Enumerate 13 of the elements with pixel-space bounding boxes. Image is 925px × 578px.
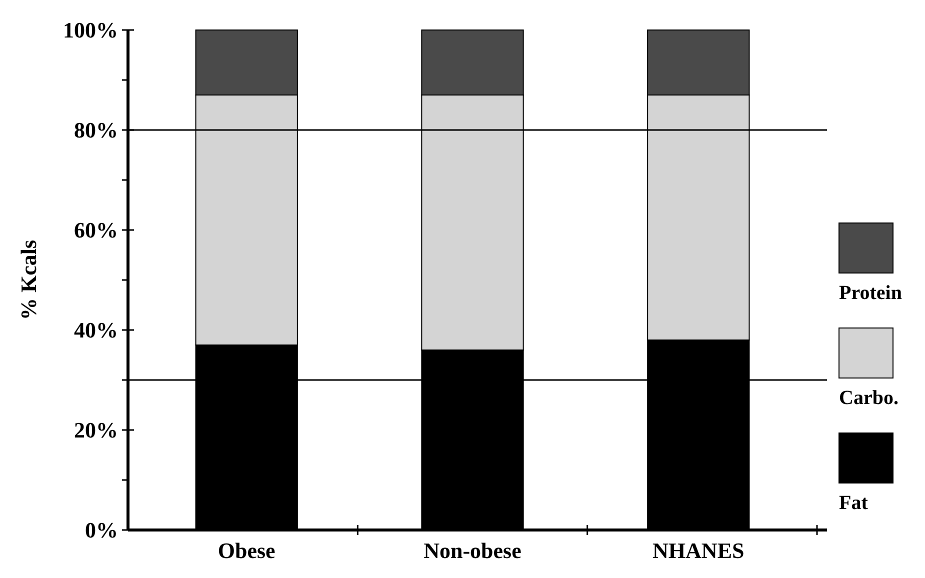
y-tick-label: 20%	[74, 418, 118, 443]
y-tick-label: 100%	[63, 18, 118, 43]
y-axis-title: % Kcals	[16, 240, 41, 320]
text: Fat	[839, 492, 868, 514]
y-tick-label: 60%	[74, 218, 118, 243]
x-tick-label: Obese	[218, 538, 276, 563]
y-tick-label: 40%	[74, 318, 118, 343]
y-tick-label: 0%	[85, 518, 118, 543]
y-tick-label: 80%	[74, 118, 118, 143]
x-tick-label: NHANES	[652, 538, 744, 563]
text: Protein	[839, 282, 902, 304]
x-tick-label: Non-obese	[424, 538, 522, 563]
text: Carbo.	[839, 387, 898, 409]
